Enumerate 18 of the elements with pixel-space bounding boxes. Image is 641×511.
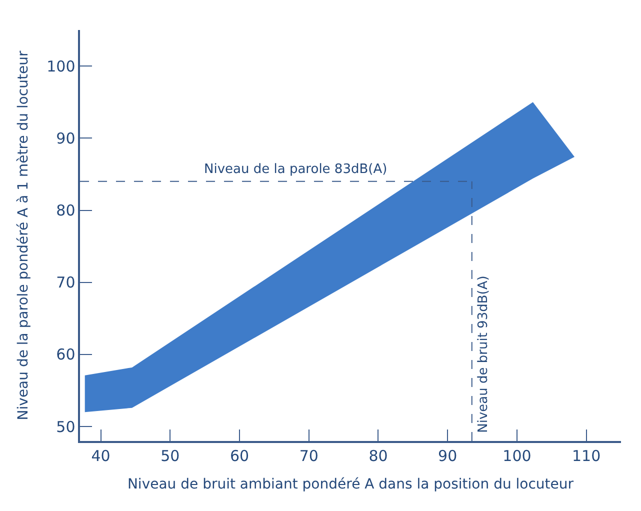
y-tick-label: 100 — [46, 57, 76, 76]
x-tick-label: 110 — [572, 446, 601, 465]
x-tick-label: 60 — [230, 446, 250, 465]
x-tick-label: 70 — [299, 446, 318, 465]
y-axis-title: Niveau de la parole pondéré A à 1 mètre du locuteur — [16, 50, 32, 420]
ref-line-label: Niveau de bruit 93dB(A) — [476, 276, 491, 433]
x-axis-title: Niveau de bruit ambiant pondéré A dans la position du locuteur — [127, 476, 574, 493]
x-tick-label: 90 — [438, 446, 458, 465]
x-tick-label: 40 — [91, 446, 110, 465]
y-tick-label: 80 — [56, 202, 76, 220]
y-tick-label: 90 — [56, 129, 76, 148]
y-tick-label: 60 — [56, 346, 76, 364]
x-tick-label: 100 — [502, 446, 532, 465]
y-tick-label: 70 — [56, 274, 76, 292]
x-tick-label: 50 — [160, 446, 180, 465]
ref-line-label: Niveau de la parole 83dB(A) — [204, 162, 388, 177]
y-tick-label: 50 — [56, 418, 76, 436]
x-tick-label: 80 — [368, 446, 388, 465]
